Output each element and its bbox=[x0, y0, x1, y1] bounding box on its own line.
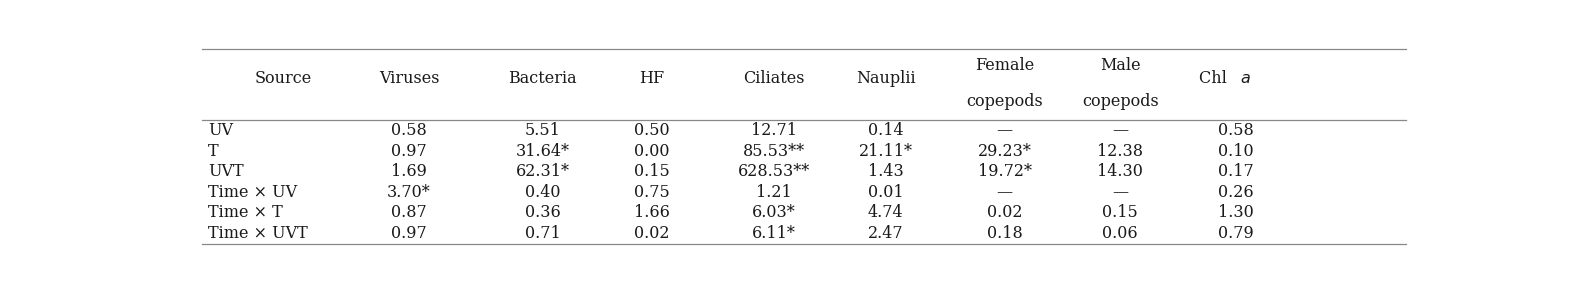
Text: —: — bbox=[996, 184, 1014, 201]
Text: 0.18: 0.18 bbox=[987, 225, 1023, 242]
Text: Female: Female bbox=[974, 56, 1034, 74]
Text: 4.74: 4.74 bbox=[868, 204, 904, 221]
Text: UVT: UVT bbox=[209, 163, 243, 180]
Text: 0.97: 0.97 bbox=[391, 225, 427, 242]
Text: 3.70*: 3.70* bbox=[388, 184, 431, 201]
Text: Chl: Chl bbox=[1199, 70, 1232, 87]
Text: Time × UVT: Time × UVT bbox=[209, 225, 308, 242]
Text: Bacteria: Bacteria bbox=[508, 70, 577, 87]
Text: 0.40: 0.40 bbox=[526, 184, 560, 201]
Text: 85.53**: 85.53** bbox=[742, 142, 805, 160]
Text: 0.02: 0.02 bbox=[987, 204, 1023, 221]
Text: Viruses: Viruses bbox=[378, 70, 439, 87]
Text: Ciliates: Ciliates bbox=[744, 70, 805, 87]
Text: 0.50: 0.50 bbox=[634, 122, 670, 139]
Text: 0.01: 0.01 bbox=[868, 184, 904, 201]
Text: 31.64*: 31.64* bbox=[516, 142, 570, 160]
Text: 6.03*: 6.03* bbox=[752, 204, 795, 221]
Text: 12.38: 12.38 bbox=[1097, 142, 1144, 160]
Text: 0.17: 0.17 bbox=[1218, 163, 1254, 180]
Text: 29.23*: 29.23* bbox=[977, 142, 1032, 160]
Text: 0.75: 0.75 bbox=[634, 184, 670, 201]
Text: 0.79: 0.79 bbox=[1218, 225, 1254, 242]
Text: 1.30: 1.30 bbox=[1218, 204, 1254, 221]
Text: T: T bbox=[209, 142, 220, 160]
Text: HF: HF bbox=[640, 70, 665, 87]
Text: —: — bbox=[1112, 184, 1128, 201]
Text: copepods: copepods bbox=[967, 93, 1043, 110]
Text: 0.10: 0.10 bbox=[1218, 142, 1254, 160]
Text: —: — bbox=[996, 122, 1014, 139]
Text: Time × T: Time × T bbox=[209, 204, 282, 221]
Text: 6.11*: 6.11* bbox=[752, 225, 795, 242]
Text: 0.14: 0.14 bbox=[868, 122, 904, 139]
Text: 1.69: 1.69 bbox=[391, 163, 427, 180]
Text: 0.58: 0.58 bbox=[1218, 122, 1254, 139]
Text: Source: Source bbox=[256, 70, 312, 87]
Text: 2.47: 2.47 bbox=[868, 225, 904, 242]
Text: UV: UV bbox=[209, 122, 234, 139]
Text: 0.15: 0.15 bbox=[634, 163, 670, 180]
Text: 0.06: 0.06 bbox=[1103, 225, 1138, 242]
Text: 1.43: 1.43 bbox=[868, 163, 904, 180]
Text: 0.15: 0.15 bbox=[1103, 204, 1138, 221]
Text: 19.72*: 19.72* bbox=[977, 163, 1032, 180]
Text: 0.71: 0.71 bbox=[524, 225, 560, 242]
Text: 0.58: 0.58 bbox=[391, 122, 427, 139]
Text: 12.71: 12.71 bbox=[750, 122, 797, 139]
Text: 1.21: 1.21 bbox=[756, 184, 792, 201]
Text: 14.30: 14.30 bbox=[1097, 163, 1144, 180]
Text: 0.87: 0.87 bbox=[391, 204, 427, 221]
Text: Male: Male bbox=[1100, 56, 1141, 74]
Text: 1.66: 1.66 bbox=[634, 204, 670, 221]
Text: 0.02: 0.02 bbox=[634, 225, 670, 242]
Text: copepods: copepods bbox=[1083, 93, 1158, 110]
Text: 628.53**: 628.53** bbox=[737, 163, 810, 180]
Text: 21.11*: 21.11* bbox=[858, 142, 913, 160]
Text: Time × UV: Time × UV bbox=[209, 184, 298, 201]
Text: 5.51: 5.51 bbox=[524, 122, 560, 139]
Text: —: — bbox=[1112, 122, 1128, 139]
Text: Nauplii: Nauplii bbox=[855, 70, 915, 87]
Text: 0.26: 0.26 bbox=[1218, 184, 1254, 201]
Text: $a$: $a$ bbox=[1240, 70, 1250, 87]
Text: 0.00: 0.00 bbox=[634, 142, 670, 160]
Text: 0.97: 0.97 bbox=[391, 142, 427, 160]
Text: 0.36: 0.36 bbox=[524, 204, 560, 221]
Text: 62.31*: 62.31* bbox=[516, 163, 570, 180]
